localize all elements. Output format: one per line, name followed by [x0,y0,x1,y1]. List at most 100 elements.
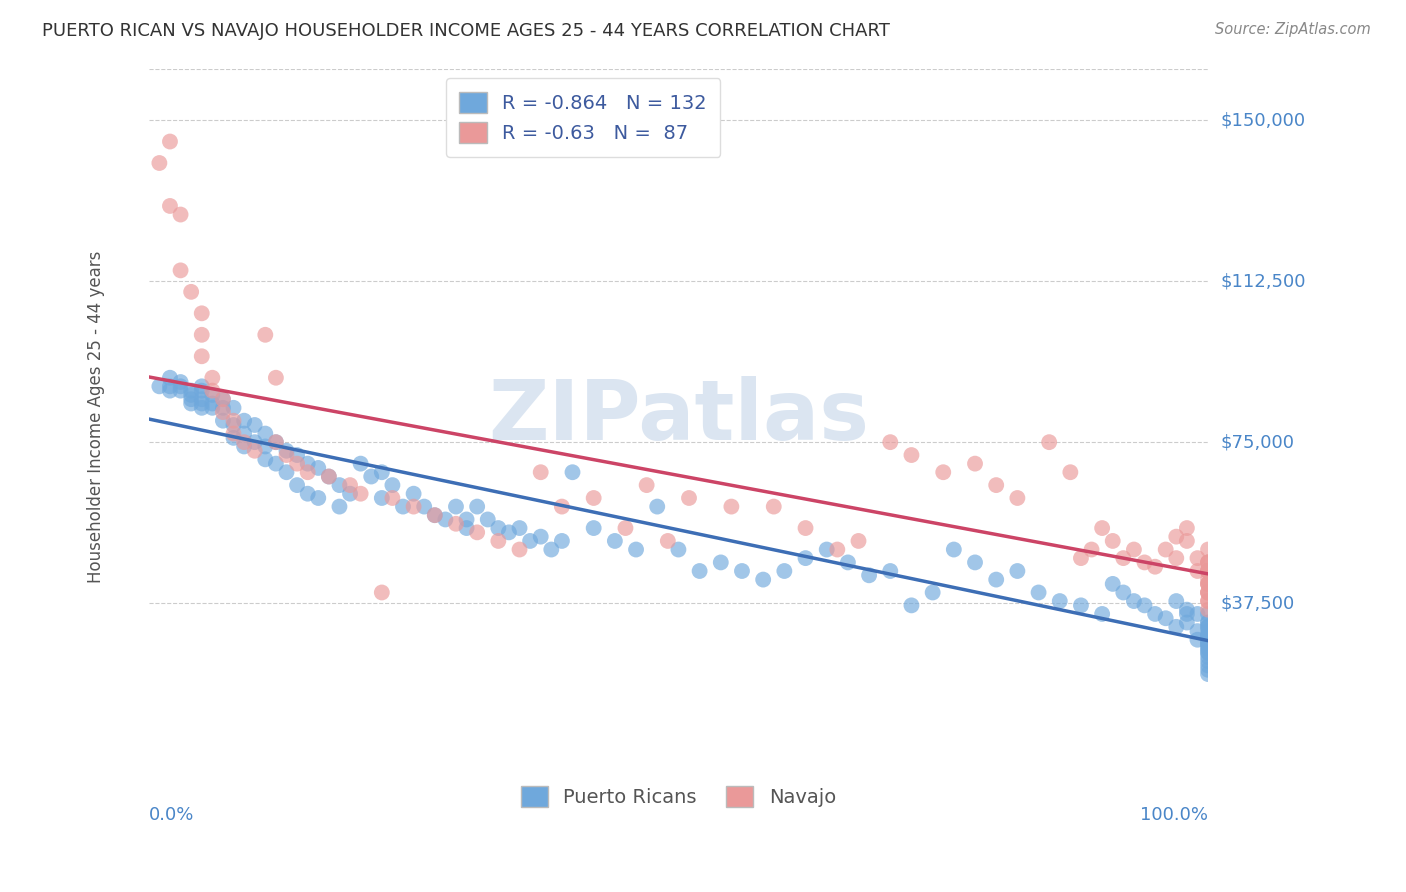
Point [1007,491,1029,505]
Point [794,551,817,566]
Point [190,349,212,363]
Point [465,500,488,514]
Point [1197,658,1219,673]
Point [1197,646,1219,660]
Point [1187,564,1209,578]
Point [456,521,478,535]
Point [540,542,562,557]
Point [1197,615,1219,630]
Point [932,465,955,479]
Point [190,396,212,410]
Point [222,426,245,441]
Point [190,392,212,407]
Point [201,396,224,410]
Point [276,448,298,462]
Point [1091,521,1114,535]
Point [222,401,245,415]
Point [1197,594,1219,608]
Point [498,525,520,540]
Point [264,435,287,450]
Point [657,533,679,548]
Point [148,379,170,393]
Point [1197,632,1219,647]
Point [1112,551,1135,566]
Point [212,414,235,428]
Point [297,457,319,471]
Point [486,521,509,535]
Point [371,491,394,505]
Point [1070,599,1092,613]
Point [159,379,181,393]
Point [190,401,212,415]
Point [1197,564,1219,578]
Text: $150,000: $150,000 [1220,112,1306,129]
Point [921,585,943,599]
Point [1197,663,1219,677]
Point [180,392,202,407]
Point [762,500,785,514]
Point [720,500,742,514]
Point [434,512,457,526]
Text: $112,500: $112,500 [1220,272,1306,290]
Point [1080,542,1102,557]
Point [285,457,308,471]
Point [339,478,361,492]
Point [243,443,266,458]
Point [963,556,986,570]
Point [636,478,658,492]
Point [297,465,319,479]
Text: 0.0%: 0.0% [149,806,194,824]
Point [603,533,626,548]
Point [190,379,212,393]
Point [264,435,287,450]
Point [233,426,256,441]
Point [1154,611,1177,625]
Point [1197,564,1219,578]
Point [1197,649,1219,664]
Point [879,435,901,450]
Point [222,414,245,428]
Point [413,500,436,514]
Point [169,375,191,389]
Point [444,516,467,531]
Point [900,599,922,613]
Point [1197,637,1219,651]
Point [285,478,308,492]
Point [233,440,256,454]
Point [1166,551,1188,566]
Point [1144,607,1167,621]
Point [1070,551,1092,566]
Text: Householder Income Ages 25 - 44 years: Householder Income Ages 25 - 44 years [87,251,105,582]
Point [731,564,754,578]
Point [264,370,287,384]
Point [381,478,404,492]
Text: Source: ZipAtlas.com: Source: ZipAtlas.com [1215,22,1371,37]
Point [1197,542,1219,557]
Point [689,564,711,578]
Point [381,491,404,505]
Point [180,384,202,398]
Point [423,508,446,523]
Point [1197,602,1219,616]
Point [1144,559,1167,574]
Point [1197,564,1219,578]
Text: 100.0%: 100.0% [1140,806,1208,824]
Point [190,384,212,398]
Point [879,564,901,578]
Point [190,306,212,320]
Point [212,392,235,407]
Point [530,530,553,544]
Point [159,135,181,149]
Point [1101,577,1123,591]
Point [1197,564,1219,578]
Point [159,384,181,398]
Point [1038,435,1060,450]
Point [1197,624,1219,639]
Point [1197,556,1219,570]
Point [318,469,340,483]
Point [180,388,202,402]
Point [1197,585,1219,599]
Point [169,263,191,277]
Point [1197,632,1219,647]
Point [180,285,202,299]
